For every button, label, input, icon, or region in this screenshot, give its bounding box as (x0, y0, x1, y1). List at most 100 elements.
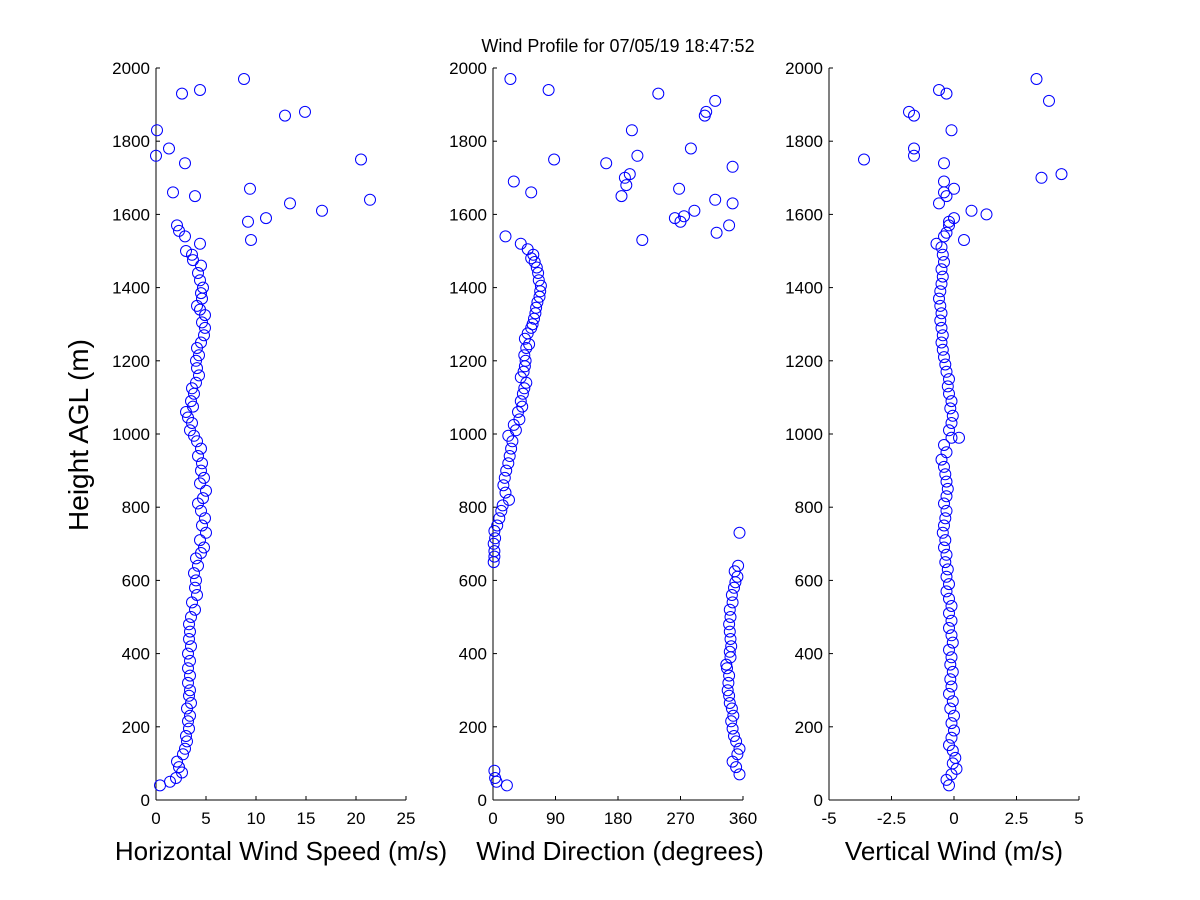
direction-data-point (498, 471, 511, 484)
speed-data-point (196, 457, 208, 470)
direction-data-point (509, 424, 522, 437)
vertical-data-point (945, 600, 958, 612)
vertical-data-point (936, 248, 949, 261)
vertical-data-point (944, 673, 957, 686)
speed-data-point (238, 73, 250, 85)
direction-x-tick-label: 90 (546, 809, 565, 828)
speed-data-point (180, 730, 192, 742)
direction-data-point (495, 504, 508, 517)
vertical-data-point (946, 757, 959, 770)
speed-data-point (189, 603, 201, 616)
vertical-data-point (943, 592, 955, 605)
speed-y-tick-label: 2000 (112, 59, 150, 78)
direction-data-point (526, 318, 539, 331)
direction-data-point (531, 296, 544, 309)
direction-data-point (500, 464, 513, 477)
speed-data-point (176, 87, 188, 100)
vertical-data-point (938, 497, 950, 510)
direction-y-tick-label: 200 (459, 718, 487, 737)
vertical-data-point (941, 380, 954, 393)
speed-data-point (196, 519, 208, 532)
vertical-data-point (945, 651, 958, 664)
speed-data-point (190, 376, 202, 389)
speed-data-point (192, 267, 204, 279)
direction-data-point (497, 479, 510, 492)
direction-data-point (673, 182, 686, 195)
direction-data-point (516, 400, 529, 413)
vertical-data-point (944, 658, 957, 671)
speed-x-tick-label: 15 (297, 809, 316, 828)
vertical-data-point (943, 578, 955, 591)
vertical-data-point (938, 256, 950, 268)
speed-data-point (191, 589, 203, 601)
speed-x-tick-label: 20 (347, 809, 366, 828)
speed-data-point (316, 204, 328, 217)
vertical-data-point (940, 570, 953, 583)
speed-y-tick-label: 0 (141, 791, 150, 810)
direction-data-point (514, 395, 527, 408)
vertical-y-tick-label: 1800 (785, 132, 823, 151)
direction-x-axis-label: Wind Direction (degrees) (476, 836, 764, 866)
speed-data-point (167, 186, 179, 199)
speed-data-point (185, 697, 197, 709)
direction-data-point (725, 640, 738, 653)
direction-y-tick-label: 1200 (449, 352, 487, 371)
direction-y-tick-label: 2000 (449, 59, 487, 78)
speed-data-point (195, 504, 207, 517)
vertical-data-point (938, 230, 950, 243)
speed-y-tick-label: 1200 (112, 352, 150, 371)
direction-data-point (723, 625, 736, 638)
direction-data-point (488, 525, 501, 537)
vertical-data-point (936, 270, 949, 283)
speed-data-point (173, 761, 185, 774)
speed-data-point (181, 735, 193, 748)
vertical-data-point (943, 215, 955, 228)
speed-data-point (184, 424, 196, 437)
speed-data-point (192, 559, 204, 572)
speed-data-point (190, 574, 202, 587)
speed-data-point (177, 748, 189, 761)
direction-y-tick-label: 800 (459, 498, 487, 517)
vertical-data-point (933, 292, 945, 305)
vertical-data-point (944, 402, 957, 415)
vertical-data-point (934, 314, 947, 327)
speed-data-point (163, 142, 175, 155)
speed-data-point (245, 234, 257, 246)
speed-x-tick-label: 10 (247, 809, 266, 828)
speed-data-point (184, 669, 196, 682)
direction-data-point (600, 157, 613, 170)
direction-data-point (518, 382, 531, 395)
vertical-data-point (943, 687, 955, 700)
speed-data-point (182, 662, 194, 675)
speed-y-tick-label: 800 (122, 498, 150, 517)
vertical-data-point (940, 190, 953, 203)
vertical-data-point (938, 439, 950, 451)
vertical-data-point (935, 277, 948, 290)
direction-y-tick-label: 1400 (449, 279, 487, 298)
speed-data-point (199, 321, 211, 334)
direction-data-point (530, 301, 543, 314)
vertical-data-point (945, 731, 958, 744)
direction-data-point (723, 603, 736, 616)
vertical-data-point (943, 373, 955, 386)
speed-data-point (171, 219, 183, 232)
vertical-data-point (935, 263, 948, 276)
direction-data-point (723, 669, 736, 682)
direction-data-point (726, 160, 739, 173)
direction-data-point (488, 545, 501, 558)
panel-speed: Horizontal Wind Speed (m/s) 020040060080… (112, 59, 447, 866)
direction-data-point (723, 219, 736, 232)
direction-data-point (504, 73, 517, 85)
vertical-data-point (939, 534, 952, 547)
direction-data-point (726, 722, 739, 735)
vertical-data-point (941, 482, 954, 495)
direction-data-point (489, 772, 502, 784)
direction-y-tick-label: 1000 (449, 425, 487, 444)
direction-data-point (548, 153, 561, 166)
direction-data-point (721, 662, 733, 675)
direction-data-point (709, 94, 722, 107)
vertical-y-tick-label: 1600 (785, 205, 823, 224)
direction-data-point (731, 748, 744, 761)
direction-data-point (725, 702, 738, 715)
direction-data-point (534, 279, 547, 292)
